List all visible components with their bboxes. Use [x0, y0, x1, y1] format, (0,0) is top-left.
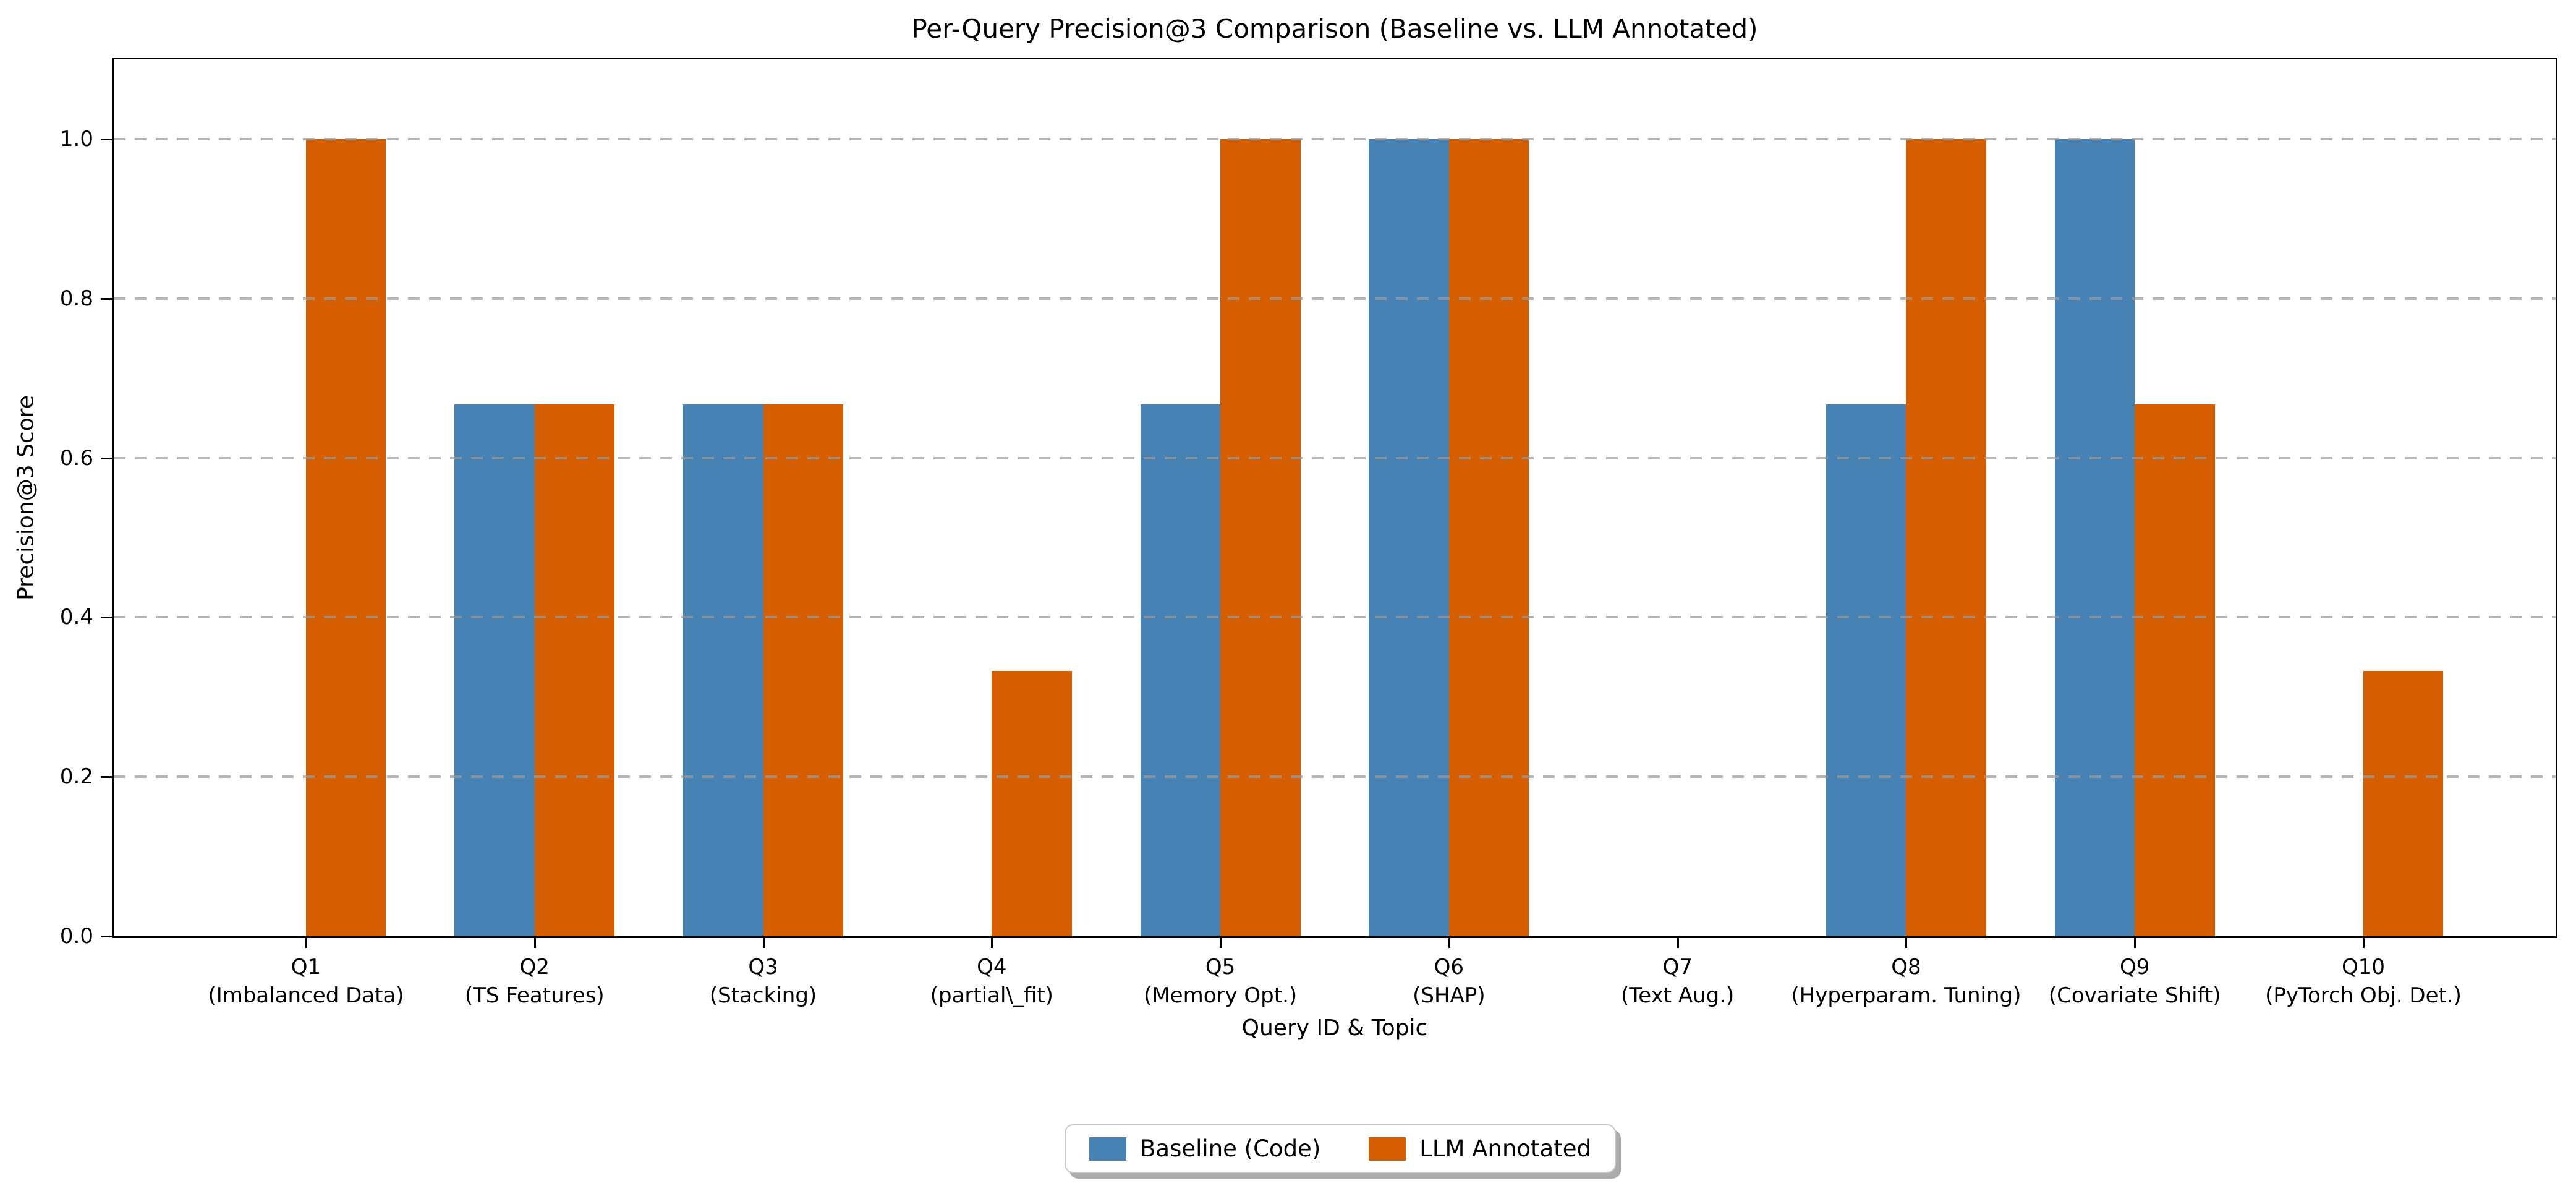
y-tick-label: 0.4	[59, 605, 93, 630]
bar-Q9-baseline	[2054, 139, 2135, 936]
legend-label-llm: LLM Annotated	[1419, 1135, 1591, 1162]
bar-Q5-llm	[1220, 139, 1301, 936]
x-tick-label-Q10: Q10 (PyTorch Obj. Det.)	[2265, 955, 2462, 1008]
x-tick-label-Q4: Q4 (partial\_fit)	[930, 955, 1053, 1008]
y-tick-label: 1.0	[59, 126, 93, 152]
bar-Q10-llm	[2363, 670, 2444, 936]
x-tick-mark	[2134, 938, 2136, 948]
gridline-0.8	[114, 297, 2556, 300]
bar-Q3-llm	[763, 404, 843, 936]
x-tick-mark	[1220, 938, 1222, 948]
bar-Q6-llm	[1448, 139, 1529, 936]
bar-Q4-llm	[992, 670, 1072, 936]
x-tick-label-Q3: Q3 (Stacking)	[709, 955, 817, 1008]
y-axis-label: Precision@3 Score	[13, 395, 39, 600]
x-tick-label-Q1: Q1 (Imbalanced Data)	[208, 955, 404, 1008]
bar-Q2-llm	[534, 404, 615, 936]
bar-Q8-baseline	[1826, 404, 1906, 936]
x-tick-mark	[2363, 938, 2365, 948]
x-tick-label-Q8: Q8 (Hyperparam. Tuning)	[1791, 955, 2021, 1008]
x-tick-mark	[1677, 938, 1679, 948]
bar-Q2-baseline	[454, 404, 535, 936]
y-tick-mark	[101, 617, 112, 619]
bar-Q3-baseline	[683, 404, 763, 936]
legend-item-baseline: Baseline (Code)	[1089, 1135, 1320, 1162]
legend: Baseline (Code) LLM Annotated	[1065, 1124, 1616, 1173]
legend-item-llm: LLM Annotated	[1369, 1135, 1591, 1162]
x-axis-label: Query ID & Topic	[1241, 1015, 1428, 1041]
y-tick-mark	[101, 138, 112, 140]
x-tick-label-Q5: Q5 (Memory Opt.)	[1144, 955, 1298, 1008]
legend-label-baseline: Baseline (Code)	[1140, 1135, 1321, 1162]
x-tick-label-Q9: Q9 (Covariate Shift)	[2048, 955, 2221, 1008]
bar-Q1-llm	[306, 139, 386, 936]
x-tick-mark	[991, 938, 993, 948]
x-tick-label-Q2: Q2 (TS Features)	[464, 955, 605, 1008]
x-tick-mark	[1905, 938, 1908, 948]
bar-Q8-llm	[1906, 139, 1986, 936]
x-tick-label-Q6: Q6 (SHAP)	[1413, 955, 1486, 1008]
y-tick-mark	[101, 936, 112, 937]
x-tick-mark	[1448, 938, 1450, 948]
bar-Q5-baseline	[1140, 404, 1221, 936]
bar-Q6-baseline	[1369, 139, 1449, 936]
y-tick-mark	[101, 457, 112, 459]
y-tick-mark	[101, 776, 112, 779]
y-tick-mark	[101, 297, 112, 300]
y-tick-label: 0.6	[59, 445, 93, 471]
plot-area	[112, 58, 2557, 938]
x-tick-label-Q7: Q7 (Text Aug.)	[1621, 955, 1735, 1008]
x-tick-mark	[533, 938, 536, 948]
x-tick-mark	[762, 938, 765, 948]
bar-Q9-llm	[2135, 404, 2215, 936]
y-tick-label: 0.0	[59, 924, 93, 949]
y-tick-label: 0.8	[59, 286, 93, 311]
llm-series-swatch-icon	[1369, 1137, 1406, 1161]
chart-title: Per-Query Precision@3 Comparison (Baseli…	[911, 14, 1758, 44]
baseline-series-swatch-icon	[1089, 1137, 1127, 1161]
y-tick-label: 0.2	[59, 764, 93, 790]
x-tick-mark	[305, 938, 307, 948]
gridline-1	[114, 137, 2556, 140]
